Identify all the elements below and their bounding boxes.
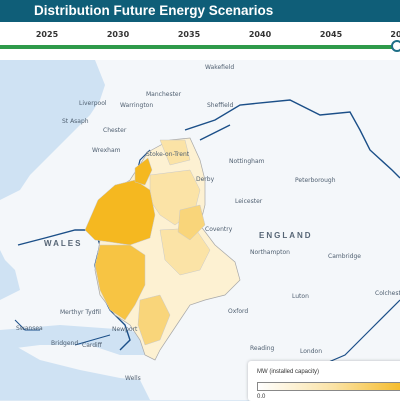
place-label: Merthyr Tydfil xyxy=(60,309,101,316)
place-label: Swansea xyxy=(16,325,43,332)
place-label: London xyxy=(300,348,322,355)
place-label: Sheffield xyxy=(207,102,234,109)
place-label: Newport xyxy=(112,326,138,333)
legend-title: MW (installed capacity) xyxy=(257,369,320,375)
place-label: Stoke-on-Trent xyxy=(146,151,190,158)
place-label: Derby xyxy=(196,176,215,183)
timeline-slider-handle[interactable] xyxy=(391,40,400,52)
legend-min-label: 0.0 xyxy=(257,394,266,400)
place-label: Luton xyxy=(292,293,309,300)
place-label: Cambridge xyxy=(328,253,361,260)
place-label: Chester xyxy=(103,127,127,134)
place-label: Colchester xyxy=(375,290,400,297)
place-label: Nottingham xyxy=(229,158,265,165)
place-label: Coventry xyxy=(205,226,233,233)
country-label-wales: WALES xyxy=(44,239,83,248)
region-boundary xyxy=(184,99,400,179)
map-legend: MW (installed capacity) 0.0 xyxy=(248,361,400,401)
legend-color-scale xyxy=(257,382,400,391)
place-label: Wrexham xyxy=(92,147,121,154)
place-label: Oxford xyxy=(228,308,249,315)
place-label: Cardiff xyxy=(82,342,102,349)
place-label: Bridgend xyxy=(51,340,79,347)
year-tick[interactable]: 20 xyxy=(390,30,400,39)
year-tick[interactable]: 2045 xyxy=(319,30,343,39)
place-label: St Asaph xyxy=(62,118,89,125)
country-label-england: ENGLAND xyxy=(259,231,313,240)
place-label: Northampton xyxy=(250,249,290,256)
year-tick[interactable]: 2030 xyxy=(106,30,130,39)
place-label: Leicester xyxy=(235,198,263,205)
place-label: Wakefield xyxy=(205,64,235,71)
place-label: Peterborough xyxy=(295,177,336,184)
place-label: Manchester xyxy=(146,91,182,98)
year-tick[interactable]: 2025 xyxy=(35,30,59,39)
place-label: Reading xyxy=(250,345,275,352)
place-label: Wells xyxy=(125,375,141,382)
place-label: Warrington xyxy=(120,102,154,109)
place-label: Liverpool xyxy=(79,100,107,107)
scenario-map[interactable] xyxy=(0,60,400,400)
year-timeline[interactable]: 2025 2030 2035 2040 2045 20 xyxy=(0,22,400,60)
timeline-track[interactable] xyxy=(0,45,400,49)
app-header: Distribution Future Energy Scenarios xyxy=(0,0,400,22)
year-tick[interactable]: 2035 xyxy=(177,30,201,39)
year-tick[interactable]: 2040 xyxy=(248,30,272,39)
page-title: Distribution Future Energy Scenarios xyxy=(34,3,274,18)
